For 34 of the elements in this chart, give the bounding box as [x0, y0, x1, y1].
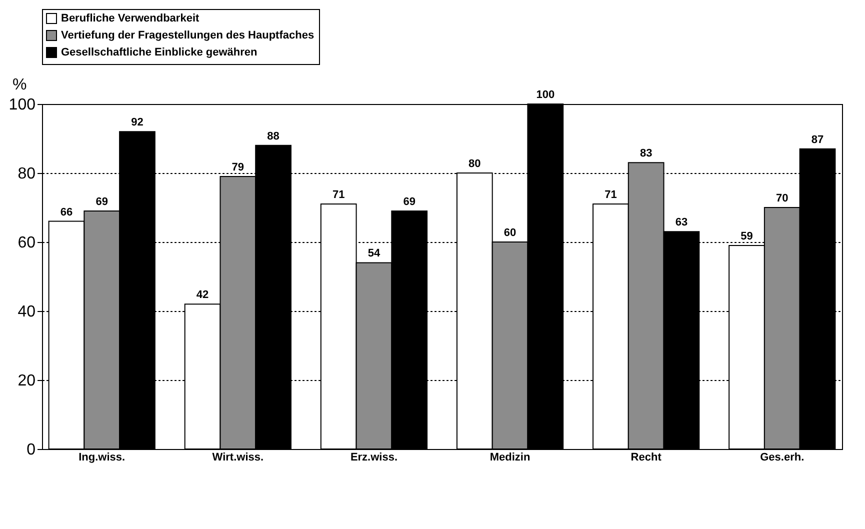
y-tick-label: 20 — [18, 372, 36, 390]
data-label: 54 — [368, 248, 381, 260]
legend-label: Vertiefung der Fragestellungen des Hauptfaches — [61, 30, 314, 42]
y-axis-title: % — [12, 76, 27, 94]
y-tick-label: 60 — [18, 234, 36, 252]
data-label: 71 — [604, 189, 617, 202]
data-label: 100 — [536, 89, 555, 101]
data-label: 80 — [468, 158, 481, 170]
data-label: 88 — [267, 130, 280, 142]
data-label: 70 — [776, 192, 788, 204]
y-tick-label: 0 — [26, 442, 36, 458]
data-label: 79 — [232, 161, 244, 174]
y-tick-label: 100 — [8, 96, 36, 114]
y-tick-label: 80 — [18, 166, 36, 182]
x-tick-label: Wirt.wiss. — [212, 452, 264, 464]
data-label: 60 — [504, 227, 516, 239]
x-tick-label: Medizin — [490, 452, 530, 464]
data-label: 83 — [640, 148, 652, 160]
data-label: 59 — [740, 230, 753, 242]
data-label: 87 — [811, 134, 824, 146]
data-label: 71 — [332, 189, 345, 202]
x-tick-label: Ges.erh. — [760, 452, 804, 464]
data-label: 69 — [96, 196, 108, 208]
x-tick-label: Erz.wiss. — [350, 452, 398, 464]
data-label: 69 — [403, 196, 416, 208]
x-tick-label: Recht — [630, 452, 662, 464]
data-label: 42 — [196, 289, 209, 302]
legend-label: Gesellschaftliche Einblicke gewähren — [61, 46, 258, 58]
data-label: 63 — [675, 216, 688, 229]
y-tick-label: 40 — [18, 304, 36, 320]
data-label: 66 — [60, 206, 73, 218]
x-tick-label: Ing.wiss. — [78, 452, 126, 464]
data-label: 92 — [131, 116, 144, 129]
legend-label: Berufliche Verwendbarkeit — [61, 12, 200, 24]
